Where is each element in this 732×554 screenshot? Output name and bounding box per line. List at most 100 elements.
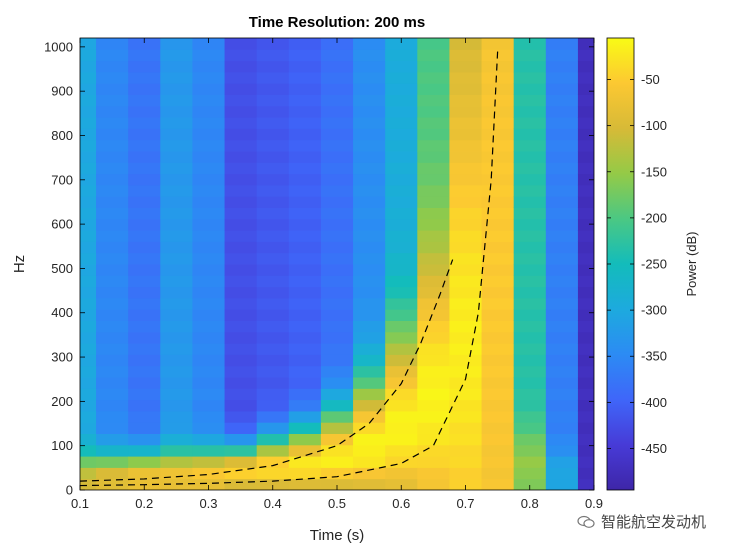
heatmap-cell [80,207,97,220]
heatmap-cell [320,105,354,118]
heatmap-cell [353,230,386,242]
heatmap-cell [192,60,226,73]
heatmap-cell [320,71,354,84]
heatmap-cell [353,83,386,95]
heatmap-cell [224,320,258,333]
heatmap-cell [577,128,594,141]
heatmap-cell [353,377,386,389]
heatmap-cell [224,410,258,423]
heatmap-cell [513,467,547,480]
heatmap-cell [385,320,418,333]
heatmap-cell [513,399,547,412]
heatmap-cell [80,241,97,254]
heatmap-cell [96,444,129,457]
heatmap-cell [80,422,97,434]
heatmap-cell [545,196,579,208]
heatmap-cell [224,105,258,118]
heatmap-cell [545,388,579,401]
heatmap-cell [160,38,193,50]
heatmap-cell [385,331,418,344]
heatmap-cell [513,196,547,208]
heatmap-cell [417,94,450,107]
heatmap-cell [513,309,547,321]
heatmap-cell [481,83,515,95]
heatmap-cell [192,218,226,231]
heatmap-cell [385,309,418,321]
x-tick-label: 0.7 [456,496,474,511]
heatmap-cell [80,184,97,197]
heatmap-cell [353,365,386,378]
heatmap-cell [192,38,226,50]
heatmap-cell [96,410,129,423]
heatmap-cell [577,377,594,389]
heatmap-cell [224,331,258,344]
heatmap-cell [288,151,322,163]
heatmap-cell [192,230,226,242]
heatmap-cell [320,241,354,254]
heatmap-cell [320,218,354,231]
heatmap-cell [417,264,450,276]
heatmap-cell [385,275,418,288]
heatmap-cell [320,320,354,333]
heatmap-cell [353,252,386,265]
heatmap-cell [160,456,193,468]
colorbar-tick-label: -350 [641,349,667,364]
heatmap-cells [80,38,594,490]
heatmap-cell [417,151,450,163]
heatmap-cell [320,184,354,197]
heatmap-cell [449,286,483,299]
heatmap-cell [577,38,594,50]
heatmap-cell [545,241,579,254]
heatmap-cell [513,444,547,457]
heatmap-cell [80,60,97,73]
heatmap-cell [353,399,386,412]
heatmap-cell [545,331,579,344]
heatmap-cell [353,343,386,355]
heatmap-cell [224,60,258,73]
heatmap-cell [545,151,579,163]
heatmap-cell [224,377,258,389]
heatmap-cell [160,264,193,276]
heatmap-cell [224,309,258,321]
colorbar-tick-label: -200 [641,210,667,225]
heatmap-cell [385,365,418,378]
heatmap-cell [224,83,258,95]
heatmap-cell [513,173,547,186]
heatmap-cell [417,117,450,129]
heatmap-cell [224,252,258,265]
heatmap-cell [80,478,97,490]
colorbar-axis: -50 -100 -150 -200 -250 -300 -350 -400 -450 [607,72,667,456]
heatmap-cell [353,151,386,163]
heatmap-cell [128,128,161,141]
heatmap-cell [160,162,193,175]
heatmap-cell [192,83,226,95]
heatmap-cell [577,139,594,152]
heatmap-cell [513,388,547,401]
heatmap-cell [224,128,258,141]
heatmap-cell [481,60,515,73]
heatmap-cell [288,173,322,186]
colorbar-tick-label: -150 [641,164,667,179]
heatmap-cell [224,196,258,208]
heatmap-cell [577,388,594,401]
heatmap-cell [513,207,547,220]
heatmap-cell [192,467,226,480]
heatmap-cell [128,467,161,480]
heatmap-cell [417,184,450,197]
heatmap-cell [288,320,322,333]
heatmap-cell [577,399,594,412]
heatmap-cell [449,377,483,389]
heatmap-cell [320,286,354,299]
heatmap-cell [481,444,515,457]
heatmap-cell [577,331,594,344]
heatmap-cell [160,377,193,389]
heatmap-cell [224,207,258,220]
heatmap-cell [385,94,418,107]
heatmap-cell [449,410,483,423]
heatmap-cell [449,275,483,288]
heatmap-cell [96,252,129,265]
heatmap-cell [320,162,354,175]
heatmap-cell [417,49,450,62]
heatmap-cell [385,139,418,152]
heatmap-cell [545,275,579,288]
